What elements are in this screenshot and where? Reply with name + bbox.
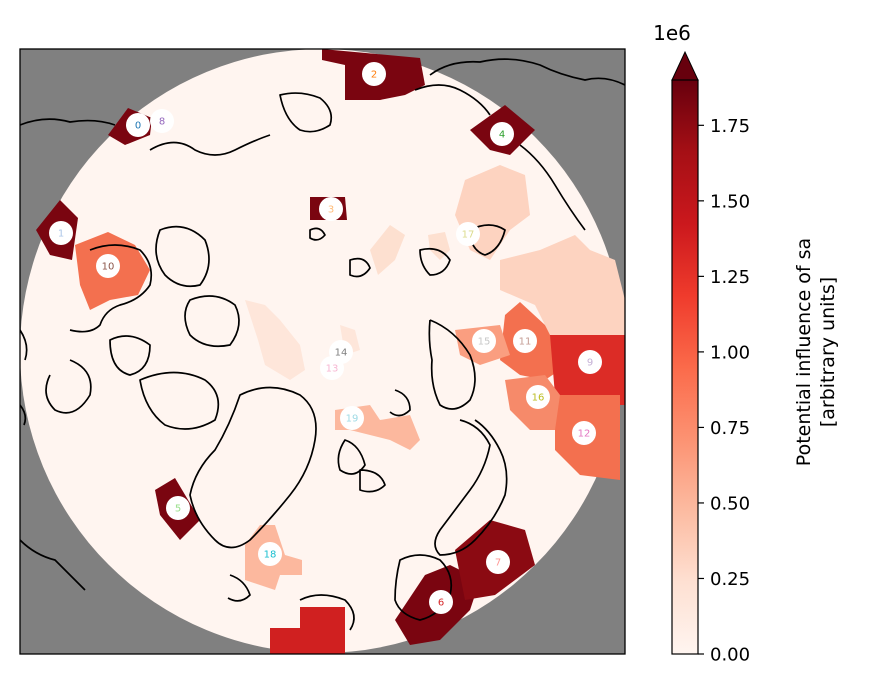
colorbar-tick-label: 1.50 bbox=[710, 191, 750, 212]
station-marker-15: 15 bbox=[472, 329, 496, 353]
station-marker-label: 15 bbox=[478, 337, 491, 348]
footprint-east bbox=[500, 235, 625, 335]
station-marker-circle bbox=[456, 222, 480, 246]
station-marker-label: 1 bbox=[58, 229, 64, 240]
station-marker-4: 4 bbox=[490, 122, 514, 146]
station-marker-circle bbox=[429, 590, 453, 614]
station-marker-circle bbox=[150, 109, 174, 133]
station-marker-label: 12 bbox=[578, 429, 591, 440]
station-marker-14: 14 bbox=[329, 340, 353, 364]
station-marker-circle bbox=[49, 221, 73, 245]
station-marker-2: 2 bbox=[362, 62, 386, 86]
station-marker-circle bbox=[258, 542, 282, 566]
station-marker-18: 18 bbox=[258, 542, 282, 566]
station-marker-11: 11 bbox=[513, 329, 537, 353]
station-marker-label: 3 bbox=[328, 205, 334, 216]
station-marker-10: 10 bbox=[96, 254, 120, 278]
station-marker-label: 13 bbox=[326, 364, 339, 375]
colorbar-ticks: 0.00 0.25 0.50 0.75 1.00 1.25 1.50 1.75 bbox=[698, 116, 750, 666]
station-marker-label: 11 bbox=[519, 337, 532, 348]
station-marker-label: 6 bbox=[438, 598, 444, 609]
colorbar-tick-label: 0.75 bbox=[710, 418, 750, 439]
station-marker-label: 14 bbox=[335, 348, 348, 359]
footprint-bottom bbox=[270, 607, 345, 654]
station-marker-6: 6 bbox=[429, 590, 453, 614]
station-marker-circle bbox=[472, 329, 496, 353]
station-marker-label: 16 bbox=[532, 393, 545, 404]
station-marker-circle bbox=[329, 340, 353, 364]
station-marker-circle bbox=[513, 329, 537, 353]
station-marker-circle bbox=[126, 113, 150, 137]
colorbar-frame bbox=[671, 79, 699, 655]
station-marker-circle bbox=[96, 254, 120, 278]
map-frame bbox=[19, 48, 626, 655]
colorbar-tick-label: 0.25 bbox=[710, 569, 750, 590]
colorbar-tick-label: 1.00 bbox=[710, 342, 750, 363]
station-marker-label: 7 bbox=[495, 558, 501, 569]
colorbar-tick-label: 1.75 bbox=[710, 116, 750, 137]
station-marker-circle bbox=[166, 496, 190, 520]
colorbar-tick-label: 0.50 bbox=[710, 493, 750, 514]
station-marker-label: 10 bbox=[102, 262, 115, 273]
footprint-north bbox=[370, 225, 405, 275]
station-marker-5: 5 bbox=[166, 496, 190, 520]
colorbar-scale-factor: 1e6 bbox=[653, 21, 691, 45]
station-marker-circle bbox=[340, 406, 364, 430]
colorbar: 0.00 0.25 0.50 0.75 1.00 1.25 1.50 1.75 1e6 Pot… bbox=[653, 21, 839, 666]
station-marker-0: 0 bbox=[126, 113, 150, 137]
station-marker-label: 8 bbox=[159, 117, 165, 128]
station-marker-circle bbox=[319, 197, 343, 221]
station-marker-label: 9 bbox=[587, 358, 593, 369]
station-marker-label: 19 bbox=[346, 414, 359, 425]
station-marker-circle bbox=[578, 350, 602, 374]
station-marker-8: 8 bbox=[150, 109, 174, 133]
station-marker-label: 2 bbox=[371, 70, 377, 81]
station-marker-3: 3 bbox=[319, 197, 343, 221]
station-marker-circle bbox=[486, 550, 510, 574]
station-marker-16: 16 bbox=[526, 385, 550, 409]
station-marker-19: 19 bbox=[340, 406, 364, 430]
colorbar-gradient bbox=[672, 80, 698, 654]
station-marker-circle bbox=[362, 62, 386, 86]
colorbar-tick-label: 0.00 bbox=[710, 645, 750, 666]
station-marker-label: 17 bbox=[462, 230, 475, 241]
colorbar-label-line2: [arbitrary units] bbox=[817, 277, 839, 427]
station-marker-9: 9 bbox=[578, 350, 602, 374]
station-marker-7: 7 bbox=[486, 550, 510, 574]
colorbar-tick-label: 1.25 bbox=[710, 267, 750, 288]
station-marker-17: 17 bbox=[456, 222, 480, 246]
station-marker-1: 1 bbox=[49, 221, 73, 245]
station-marker-circle bbox=[490, 122, 514, 146]
station-marker-label: 0 bbox=[135, 121, 141, 132]
station-marker-circle bbox=[572, 421, 596, 445]
station-marker-12: 12 bbox=[572, 421, 596, 445]
footprint-13-14 bbox=[245, 300, 305, 380]
colorbar-label-line1: Potential influence of sa bbox=[793, 238, 815, 466]
station-marker-circle bbox=[526, 385, 550, 409]
station-marker-label: 18 bbox=[264, 550, 277, 561]
station-marker-label: 4 bbox=[499, 130, 505, 141]
land-outlines-outside bbox=[20, 58, 625, 591]
colorbar-extend-arrow bbox=[671, 50, 699, 81]
station-marker-label: 5 bbox=[175, 504, 181, 515]
